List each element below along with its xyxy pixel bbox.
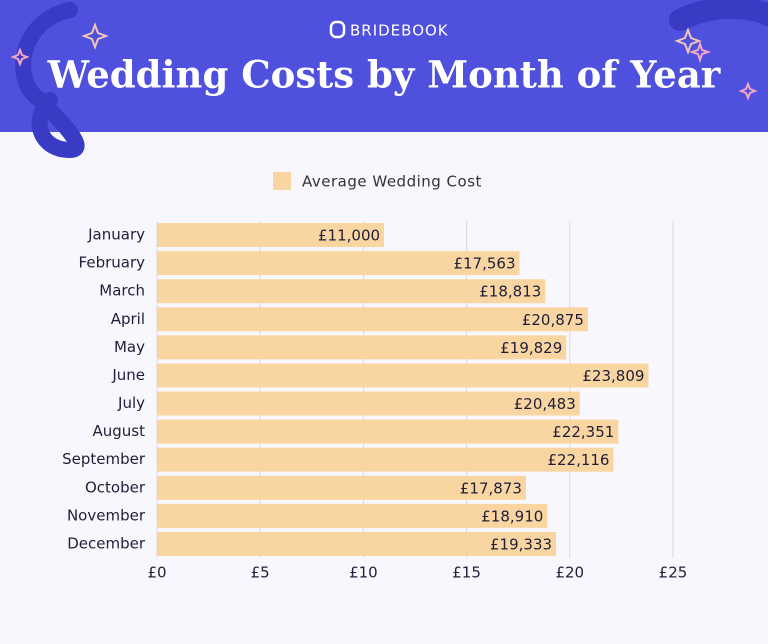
value-label: £23,809 [582,367,644,385]
sparkle [674,27,702,55]
value-label: £11,000 [318,227,380,245]
x-tick-label: £25 [659,564,688,582]
brand-logo [329,20,346,39]
value-label: £20,483 [514,395,576,413]
value-label: £17,873 [460,479,522,497]
y-tick-label: October [85,478,146,496]
bar [157,475,526,500]
sparkle [688,40,712,64]
x-tick-label: £20 [555,564,584,582]
swirl [15,2,85,159]
y-tick-label: April [111,310,145,328]
value-label: £20,875 [522,311,584,329]
value-label: £22,116 [547,451,609,469]
bar [157,251,520,276]
brand: BRIDEBOOK [350,22,449,40]
bar [157,363,649,388]
bar [157,223,385,248]
swirl [669,0,768,31]
header-band [0,0,768,132]
x-tick-label: £0 [147,564,166,582]
value-label: £17,563 [453,255,515,273]
y-tick-label: February [79,254,146,272]
value-label: £18,910 [481,507,543,525]
x-tick-label: £5 [251,564,270,582]
y-tick-label: June [111,366,145,384]
bar [157,531,557,556]
y-tick-label: December [67,534,146,552]
value-label: £22,351 [552,423,614,441]
y-tick-label: August [93,422,146,440]
bar [157,447,614,472]
y-tick-label: March [99,282,145,300]
y-tick-label: May [114,338,145,356]
y-tick-label: July [117,394,145,412]
y-tick-label: January [87,226,145,244]
x-tick-label: £15 [452,564,481,582]
x-tick-label: £10 [349,564,378,582]
legend-label: Average Wedding Cost [302,173,482,191]
bar [157,419,619,444]
legend-swatch [273,172,291,190]
value-label: £19,333 [490,535,552,553]
sparkle [81,22,109,50]
value-label: £18,813 [479,283,541,301]
bar [157,391,580,416]
y-tick-label: September [62,450,146,468]
chart-title: Wedding Costs by Month of Year [47,53,721,97]
bar [157,335,567,360]
value-label: £19,829 [500,339,562,357]
sparkle [10,47,30,67]
y-tick-label: November [67,506,146,524]
bar [157,503,548,528]
bar [157,279,546,304]
bar [157,307,588,332]
sparkle [738,81,758,101]
